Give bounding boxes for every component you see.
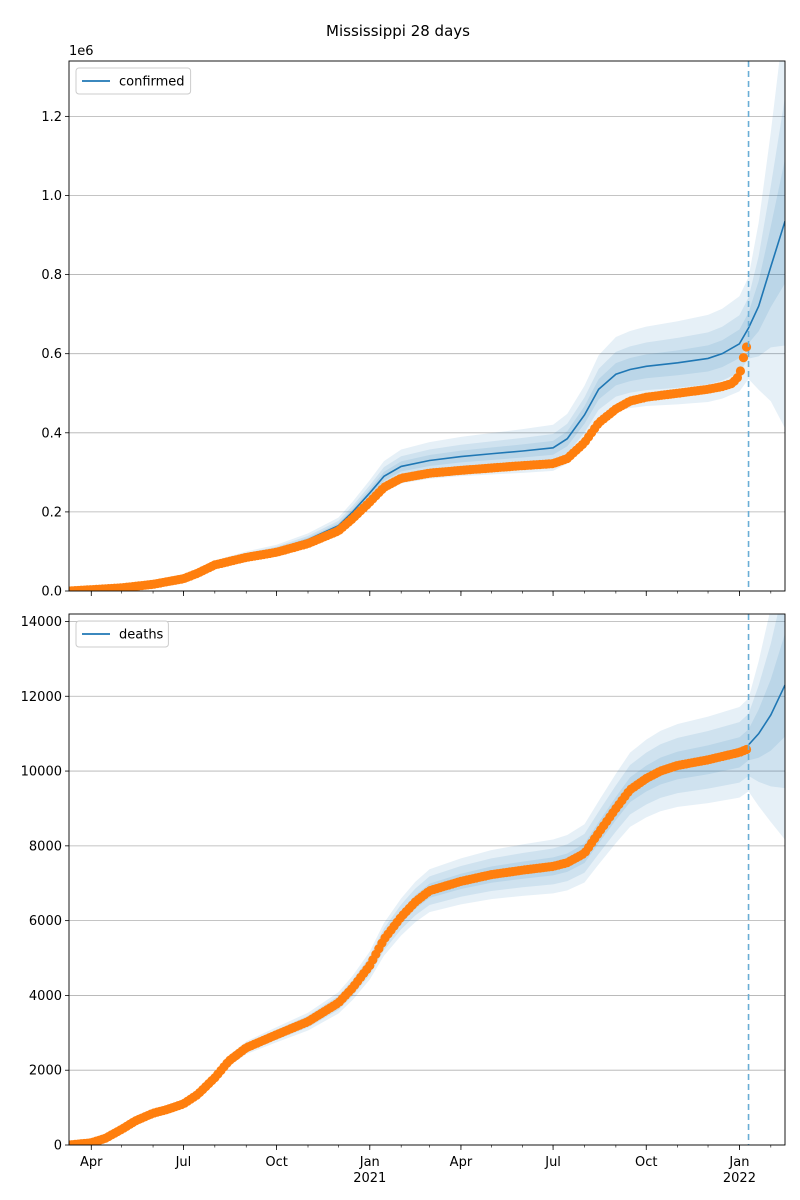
series-line-deaths [747,684,785,746]
y-tick-label: 0.4 [41,426,62,441]
y-tick-label: 10000 [21,765,62,780]
legend: deaths [75,620,169,648]
axes-frame [68,613,786,1146]
x-tick-year-label: 2021 [353,1171,386,1186]
legend-box [75,620,169,648]
series-line-confirmed [69,220,785,591]
x-tick-label: Oct [635,1155,657,1170]
y-tick-label: 2000 [29,1064,62,1079]
data-point [741,744,752,755]
axes-frame [68,60,786,592]
legend-label: confirmed [119,75,185,90]
x-tick-label: Jan [728,1155,749,1170]
x-tick-label: Jul [544,1155,561,1170]
y-tick-label: 0 [54,1139,62,1154]
y-tick-label: 1.2 [41,110,62,125]
uncertainty-band [69,61,785,591]
legend: confirmed [75,67,192,95]
uncertainty-band [69,159,785,591]
uncertainty-band [69,96,785,591]
figure-title: Mississippi 28 days [326,22,470,40]
x-tick-label: Jul [175,1155,192,1170]
plot-area [69,61,785,591]
deaths-panel: 0 2000 4000 6000 8000 10000 12000 14000 Apr Jul Oc… [21,613,786,1186]
x-tick-label: Oct [265,1155,287,1170]
y-tick-label: 0.6 [41,347,62,362]
data-point [741,342,752,352]
x-tick-label: Apr [450,1155,473,1170]
uncertainty-band [69,614,785,1145]
y-tick-label: 8000 [29,839,62,854]
y-tick-label: 4000 [29,989,62,1004]
y-tick-label: 1.0 [41,189,62,204]
data-point [735,366,746,376]
y-tick-label: 6000 [29,914,62,929]
y-tick-label: 0.0 [41,585,62,600]
uncertainty-band [69,614,785,1145]
x-tick-year-label: 2022 [723,1171,756,1186]
plot-area [69,614,785,1145]
y-tick-label: 14000 [21,615,62,630]
legend-box [75,67,192,95]
y-tick-label: 0.2 [41,505,62,520]
x-tick-label: Jan [359,1155,380,1170]
y-tick-label: 0.8 [41,268,62,283]
x-tick-label: Apr [80,1155,103,1170]
data-point [738,353,749,363]
legend-label: deaths [119,628,164,643]
confirmed-panel: 0.0 0.2 0.4 0.6 0.8 1.0 1.2 1e6 confirmed [41,44,786,600]
y-tick-label: 12000 [21,690,62,705]
y-axis-exponent: 1e6 [69,44,94,59]
